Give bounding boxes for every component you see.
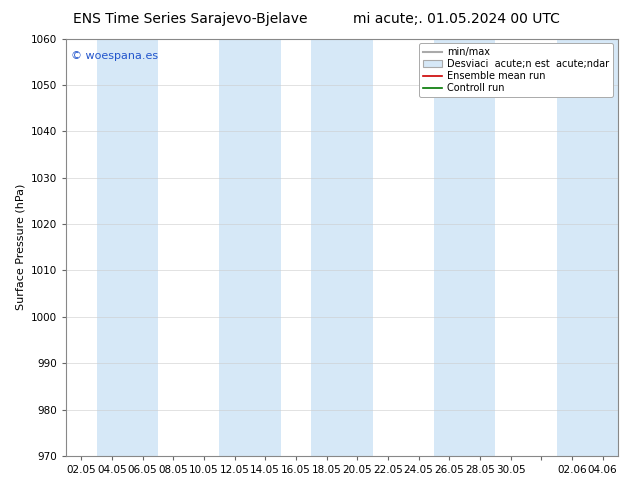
Text: mi acute;. 01.05.2024 00 UTC: mi acute;. 01.05.2024 00 UTC (353, 12, 560, 26)
Bar (311, 39, 373, 456)
Text: © woespana.es: © woespana.es (72, 51, 158, 61)
Bar (96, 39, 158, 456)
Text: ENS Time Series Sarajevo-Bjelave: ENS Time Series Sarajevo-Bjelave (73, 12, 307, 26)
Bar (434, 39, 495, 456)
Bar (557, 39, 618, 456)
Bar (219, 39, 280, 456)
Legend: min/max, Desviaci  acute;n est  acute;ndar, Ensemble mean run, Controll run: min/max, Desviaci acute;n est acute;ndar… (419, 44, 613, 97)
Y-axis label: Surface Pressure (hPa): Surface Pressure (hPa) (15, 184, 25, 311)
